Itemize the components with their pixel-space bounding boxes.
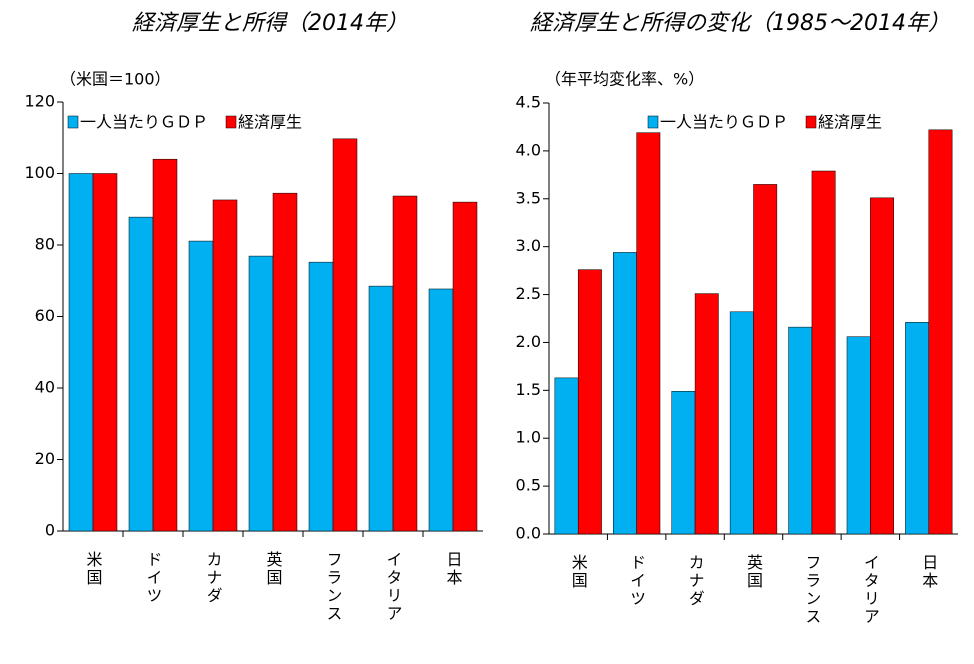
bar — [870, 197, 894, 535]
legend-swatch — [805, 115, 817, 129]
y-tick-label: 0.0 — [516, 524, 541, 543]
x-tick-label: ドイツ — [144, 551, 163, 605]
y-tick-label: 20 — [35, 449, 55, 468]
y-tick-label: 1.5 — [516, 380, 541, 399]
bar — [248, 255, 274, 532]
bar — [152, 158, 178, 532]
y-tick-label: 40 — [35, 378, 55, 397]
y-tick-label: 1.0 — [516, 428, 541, 447]
y-tick-label: 100 — [24, 163, 55, 182]
bar — [272, 192, 298, 532]
legend-label: 一人当たりＧＤＰ — [80, 113, 208, 132]
bar — [694, 293, 719, 535]
bar — [212, 199, 238, 532]
x-tick-label: 英国 — [744, 554, 763, 590]
chart-title: 経済厚生と所得（2014年） — [132, 11, 408, 36]
x-tick-label: 米国 — [569, 554, 588, 590]
y-tick-label: 4.5 — [516, 93, 541, 112]
bar — [392, 195, 418, 532]
x-tick-label: ドイツ — [627, 554, 646, 608]
bar — [554, 377, 579, 535]
y-tick-label: 4.0 — [516, 140, 541, 159]
x-tick-label: フランス — [802, 554, 821, 626]
legend-swatch — [225, 115, 237, 129]
y-tick-label: 0.5 — [516, 476, 541, 495]
x-tick-label: 日本 — [444, 551, 463, 587]
legend-label: 経済厚生 — [238, 113, 302, 132]
x-tick-label: 英国 — [264, 551, 283, 587]
bar — [905, 322, 930, 535]
bar — [188, 240, 214, 532]
y-tick-label: 60 — [35, 306, 55, 325]
bar — [332, 138, 358, 532]
x-tick-label: カナダ — [686, 554, 705, 608]
x-tick-label: イタリア — [861, 554, 880, 626]
y-tick-label: 80 — [35, 235, 55, 254]
legend-label: 一人当たりＧＤＰ — [660, 113, 788, 132]
bar — [92, 173, 118, 532]
bar — [671, 391, 696, 535]
bar — [128, 216, 154, 532]
x-tick-label: フランス — [324, 551, 343, 623]
bar — [729, 311, 754, 535]
y-tick-label: 2.5 — [516, 284, 541, 303]
legend-swatch — [67, 115, 79, 129]
bar — [811, 170, 836, 535]
x-tick-label: 米国 — [84, 551, 103, 587]
bar — [636, 132, 661, 535]
bar — [788, 326, 813, 535]
bar — [846, 336, 871, 535]
bar — [928, 129, 953, 535]
legend-label: 経済厚生 — [818, 113, 882, 132]
y-tick-label: 0 — [45, 521, 55, 540]
bar — [613, 252, 637, 535]
y-tick-label: 3.5 — [516, 188, 541, 207]
y-tick-label: 120 — [24, 92, 55, 111]
y-axis-label: （米国＝100） — [60, 70, 171, 89]
legend-swatch — [647, 115, 659, 129]
chart-title: 経済厚生と所得の変化（1985～2014年） — [530, 11, 950, 36]
bar — [308, 261, 334, 532]
x-tick-label: イタリア — [384, 551, 403, 623]
bar — [452, 201, 478, 532]
bar — [577, 269, 602, 535]
bar — [68, 173, 94, 532]
y-tick-label: 2.0 — [516, 332, 541, 351]
bar — [368, 285, 394, 532]
y-tick-label: 3.0 — [516, 236, 541, 255]
y-axis-label: （年平均変化率、%） — [545, 70, 704, 89]
x-tick-label: カナダ — [204, 551, 223, 605]
bar — [428, 288, 454, 532]
bar — [753, 184, 778, 535]
x-tick-label: 日本 — [919, 554, 938, 590]
